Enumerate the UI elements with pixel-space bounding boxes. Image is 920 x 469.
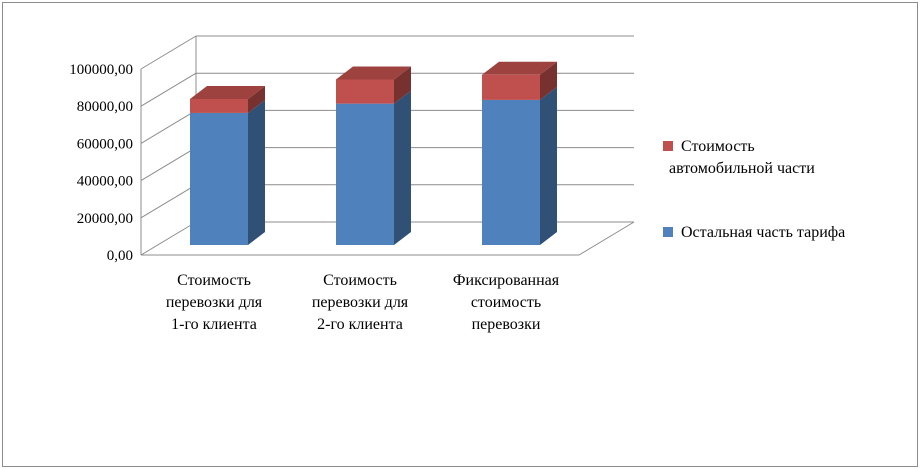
legend: Стоимость автомобильной части Остальная ча… <box>663 138 845 241</box>
gridline-side <box>140 109 197 144</box>
bar-segment-side <box>394 66 411 104</box>
bar-segment-side <box>248 99 265 245</box>
gridline-side <box>140 72 197 107</box>
category-label: перевозки <box>472 316 541 333</box>
bar-segment <box>190 98 248 113</box>
gridlines <box>140 35 635 256</box>
bar-segment <box>190 112 248 245</box>
legend-swatch <box>663 141 673 151</box>
category-label: 1-го клиента <box>171 316 257 333</box>
floor-left-edge <box>140 221 197 256</box>
bar-segment-side <box>540 86 557 245</box>
bar-segment-top <box>336 66 411 80</box>
gridline-side <box>140 147 197 182</box>
legend-label: Стоимость <box>681 138 755 155</box>
y-tick-label: 60000,00 <box>77 136 133 152</box>
y-tick-label: 100000,00 <box>69 62 133 78</box>
bar-segment-side <box>248 85 265 113</box>
category-labels: Стоимость перевозки для 1-го клиента Стоимо… <box>166 272 560 333</box>
category-label: Стоимость <box>323 272 397 289</box>
legend-label: Остальная часть тарифа <box>681 224 845 241</box>
bar-segment <box>336 103 394 245</box>
bar-segment-top <box>190 85 265 99</box>
y-tick-label: 20000,00 <box>77 211 133 227</box>
bar-segment <box>336 79 394 104</box>
stacked-bar-chart-3d: 0,00 20000,00 40000,00 60000,00 80000,00 1000… <box>69 35 845 333</box>
bar-segment-top <box>482 61 557 75</box>
category-label: перевозки для <box>166 294 263 311</box>
y-tick-label: 80000,00 <box>77 99 133 115</box>
y-axis-ticks: 0,00 20000,00 40000,00 60000,00 80000,00 1000… <box>69 62 133 264</box>
y-tick-label: 40000,00 <box>77 174 133 190</box>
category-label: 2-го клиента <box>317 316 403 333</box>
y-tick-label: 0,00 <box>107 248 133 264</box>
gridline-side <box>140 35 197 70</box>
gridline-side <box>140 184 197 219</box>
floor-right-edge <box>578 221 635 256</box>
category-label: стоимость <box>471 294 541 311</box>
bar-segment <box>482 99 540 245</box>
bar-segment <box>482 74 540 100</box>
bar-segment-side <box>540 61 557 100</box>
bar-segment-side <box>394 90 411 245</box>
bars <box>190 61 557 245</box>
legend-label: автомобильной части <box>669 160 815 177</box>
category-label: Стоимость <box>177 272 251 289</box>
category-label: Фиксированная <box>453 272 560 289</box>
legend-swatch <box>663 227 673 237</box>
category-label: перевозки для <box>312 294 409 311</box>
